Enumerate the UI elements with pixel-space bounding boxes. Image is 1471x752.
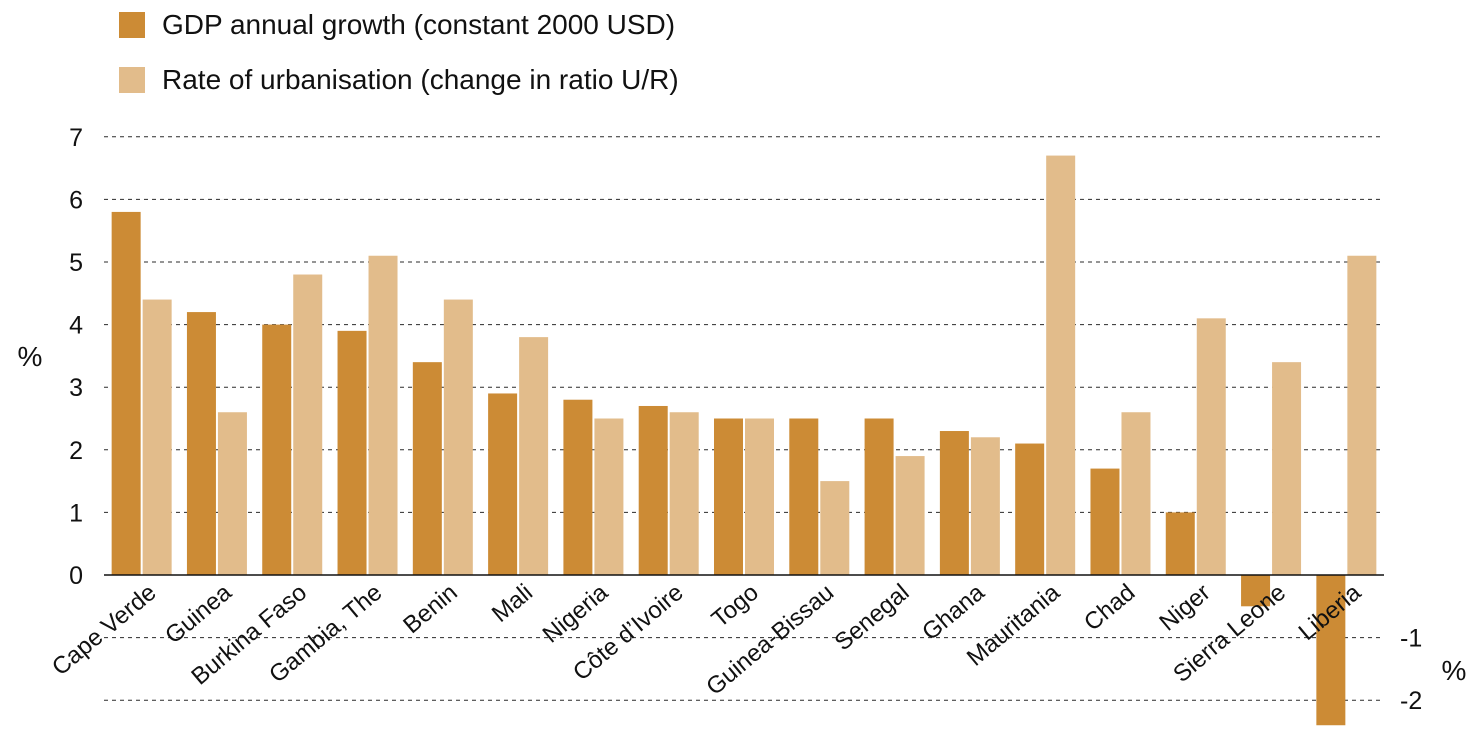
y-tick-label: 1 xyxy=(69,499,83,527)
x-tick-label: Niger xyxy=(1154,579,1215,637)
bar-gdp-8 xyxy=(714,418,743,575)
x-tick-label: Mali xyxy=(487,579,538,628)
legend-swatch-urbanisation xyxy=(119,67,145,93)
bar-urbanisation-1 xyxy=(217,412,247,575)
bar-urbanisation-14 xyxy=(1196,318,1226,575)
right-axis-title: % xyxy=(1442,655,1467,686)
y-tick-label: 0 xyxy=(69,562,83,590)
bar-urbanisation-2 xyxy=(293,274,323,575)
legend-swatch-gdp xyxy=(119,12,145,38)
bar-gdp-6 xyxy=(563,399,593,575)
bar-urbanisation-5 xyxy=(519,337,549,575)
bar-gdp-3 xyxy=(337,330,367,575)
bar-urbanisation-11 xyxy=(970,437,1000,575)
bar-gdp-0 xyxy=(111,211,141,576)
bar-gdp-15 xyxy=(1241,575,1271,607)
bar-urbanisation-4 xyxy=(443,299,473,575)
x-tick-label: Chad xyxy=(1079,579,1140,637)
left-axis-title: % xyxy=(18,341,43,372)
y-tick-label: 3 xyxy=(69,374,83,402)
grid-layer xyxy=(104,136,1384,701)
bar-urbanisation-13 xyxy=(1121,412,1151,575)
legend-label-urbanisation: Rate of urbanisation (change in ratio U/… xyxy=(162,64,679,95)
bars-layer xyxy=(111,155,1377,726)
bar-gdp-9 xyxy=(789,418,819,575)
y-tick-label: 7 xyxy=(69,124,83,152)
bar-urbanisation-9 xyxy=(820,481,850,575)
bar-urbanisation-10 xyxy=(895,456,925,575)
y-tick-label: 6 xyxy=(69,186,83,214)
x-tick-label: Guinea-Bissau xyxy=(701,579,839,701)
bar-gdp-13 xyxy=(1090,468,1120,575)
right-y-tick-label: -1 xyxy=(1400,625,1422,653)
bar-urbanisation-0 xyxy=(142,299,172,575)
y-tick-label: 5 xyxy=(69,249,83,277)
x-tick-label: Senegal xyxy=(830,579,915,656)
bar-urbanisation-3 xyxy=(368,255,398,576)
y-tick-label: 2 xyxy=(69,437,83,465)
y-tick-label: 4 xyxy=(69,312,83,340)
bar-gdp-1 xyxy=(186,312,216,575)
bar-urbanisation-7 xyxy=(669,412,699,575)
bar-gdp-12 xyxy=(1015,443,1045,575)
bar-urbanisation-15 xyxy=(1272,362,1302,575)
bar-urbanisation-12 xyxy=(1046,155,1076,575)
bar-gdp-2 xyxy=(262,324,292,575)
bar-urbanisation-6 xyxy=(594,418,624,575)
right-y-tick-label: -2 xyxy=(1400,687,1422,715)
bar-gdp-11 xyxy=(939,431,969,575)
bar-urbanisation-8 xyxy=(745,418,774,575)
bar-urbanisation-16 xyxy=(1347,255,1377,576)
legend-label-gdp: GDP annual growth (constant 2000 USD) xyxy=(162,9,675,40)
x-tick-label: Benin xyxy=(398,579,462,639)
x-tick-label: Cape Verde xyxy=(47,579,161,681)
legend-layer: GDP annual growth (constant 2000 USD) Rat… xyxy=(119,9,679,95)
bar-gdp-14 xyxy=(1165,512,1195,575)
bar-gdp-4 xyxy=(412,362,442,575)
x-tick-label: Togo xyxy=(707,579,764,633)
bar-gdp-7 xyxy=(638,405,668,575)
bar-gdp-10 xyxy=(864,418,894,575)
bar-gdp-5 xyxy=(488,393,518,575)
bar-gdp-16 xyxy=(1316,575,1346,726)
